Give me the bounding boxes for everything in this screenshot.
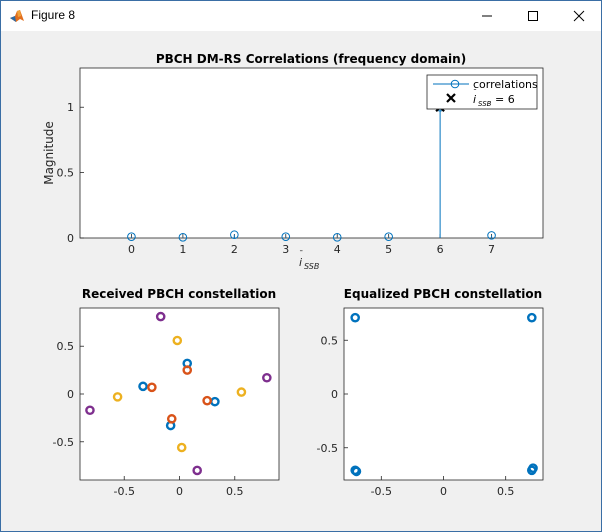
constellation-point	[350, 312, 360, 323]
axes-box	[343, 307, 544, 481]
constellation-point	[182, 365, 193, 375]
y-tick-label: 0	[67, 232, 74, 245]
svg-text:SSB: SSB	[478, 100, 492, 108]
svg-text:i: i	[473, 93, 476, 106]
stem-marker	[332, 233, 342, 242]
constellation-point	[262, 372, 272, 383]
close-icon	[573, 10, 585, 22]
svg-text:= 6: = 6	[495, 93, 515, 106]
y-axis-label: Magnitude	[42, 121, 56, 185]
constellation-point	[192, 465, 202, 476]
minimize-icon	[482, 15, 492, 17]
maximize-icon	[528, 11, 538, 21]
legend-x-marker-icon	[446, 93, 456, 103]
close-button[interactable]	[556, 1, 602, 31]
x-tick-label: 0	[440, 485, 447, 498]
y-tick-label: 1	[67, 101, 74, 114]
x-tick-label: -0.5	[371, 485, 392, 498]
figure-canvas: PBCH DM-RS Correlations (frequency domai…	[1, 31, 601, 531]
window-title: Figure 8	[31, 8, 76, 22]
constellation-point	[166, 414, 177, 424]
stem-marker	[127, 232, 136, 241]
legend-box	[426, 74, 538, 110]
constellation-point	[172, 335, 183, 346]
constellation-point	[236, 387, 247, 397]
y-tick-label: 0.5	[321, 334, 339, 347]
constellation-point	[527, 312, 537, 323]
y-tick-label: -0.5	[53, 436, 74, 449]
svg-text:¯: ¯	[299, 250, 304, 260]
stem-marker	[230, 230, 239, 240]
legend-entry-correlations: correlations	[473, 78, 538, 91]
y-tick-label: 0.5	[57, 167, 75, 180]
y-tick-label: 0.5	[57, 340, 75, 353]
constellation-point	[155, 311, 166, 322]
x-tick-label: 0	[176, 485, 183, 498]
constellation-point	[176, 442, 187, 453]
x-tick-label: 0	[128, 243, 135, 256]
x-tick-label: 0.5	[226, 485, 244, 498]
legend-entry-issb: i ¯ SSB = 6	[473, 88, 515, 108]
svg-text:i: i	[299, 256, 302, 269]
chart-title: Equalized PBCH constellation	[344, 287, 542, 301]
maximize-button[interactable]	[510, 1, 556, 31]
stem-marker	[487, 231, 496, 240]
constellation-point	[528, 463, 538, 473]
x-tick-label: 6	[437, 243, 444, 256]
constellation-point	[351, 466, 362, 477]
chart-title: Received PBCH constellation	[82, 287, 276, 301]
x-tick-label: 4	[334, 243, 341, 256]
svg-text:SSB: SSB	[304, 262, 319, 271]
axes-box	[79, 307, 280, 481]
x-tick-label: 2	[231, 243, 238, 256]
stem-marker	[384, 232, 393, 241]
legend[interactable]: correlations i ¯ SSB = 6	[426, 74, 538, 110]
stem-marker	[281, 232, 291, 241]
x-tick-label: 0.5	[497, 485, 515, 498]
y-tick-label: -0.5	[317, 442, 338, 455]
constellation-point	[138, 381, 148, 392]
x-tick-label: 5	[385, 243, 392, 256]
matlab-logo-icon	[10, 10, 24, 22]
chart-title: PBCH DM-RS Correlations (frequency domai…	[156, 52, 466, 66]
axes-correlations[interactable]: PBCH DM-RS Correlations (frequency domai…	[42, 52, 544, 271]
x-tick-label: -0.5	[113, 485, 134, 498]
axes-received-constellation[interactable]: Received PBCH constellation -0.5 0 0.5 -0.5…	[53, 287, 280, 498]
constellation-point	[85, 405, 95, 416]
x-tick-label: 7	[488, 243, 495, 256]
x-axis-label: i ¯ SSB	[299, 250, 319, 271]
svg-text:¯: ¯	[473, 88, 477, 97]
constellation-point	[112, 392, 123, 402]
constellation-point	[147, 382, 157, 393]
x-tick-label: 3	[282, 243, 289, 256]
y-tick-label: 0	[331, 388, 338, 401]
legend-marker-icon	[450, 79, 460, 89]
minimize-button[interactable]	[464, 1, 510, 31]
constellation-point	[202, 395, 212, 406]
y-tick-label: 0	[67, 388, 74, 401]
figure-plots: PBCH DM-RS Correlations (frequency domai…	[42, 52, 544, 498]
title-bar[interactable]: Figure 8	[1, 1, 601, 31]
axes-equalized-constellation[interactable]: Equalized PBCH constellation -0.5 0 0.5 -0.…	[317, 287, 544, 498]
stem-marker	[178, 233, 188, 242]
x-tick-label: 1	[179, 243, 186, 256]
